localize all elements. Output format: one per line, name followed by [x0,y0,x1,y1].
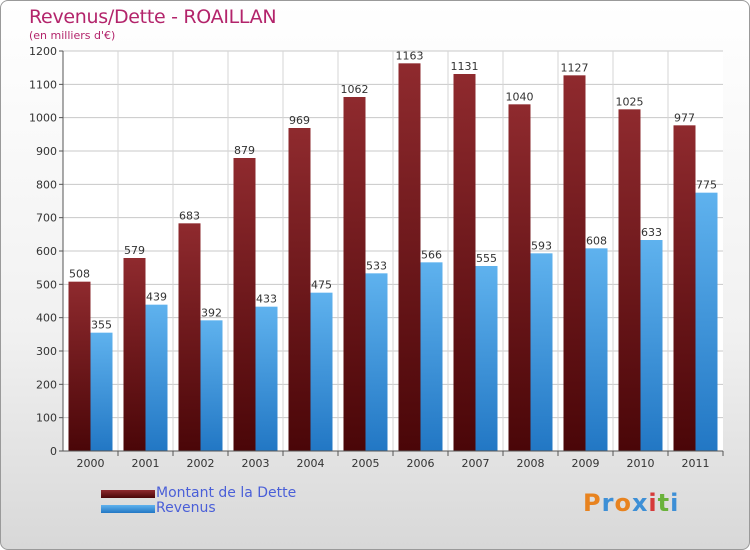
bar-dette [288,128,311,451]
bar-revenus [530,253,553,451]
value-label-dette: 969 [289,114,310,127]
legend-label-dette: Montant de la Dette [156,485,297,501]
bar-revenus [695,192,718,451]
chart-subtitle: (en milliers d'€) [29,29,116,42]
bar-dette [178,223,201,451]
logo-letter: i [670,489,680,517]
bar-dette [673,125,696,451]
bar-dette [618,109,641,451]
y-tick-label: 700 [36,212,57,225]
value-label-revenus: 433 [256,293,277,306]
value-label-dette: 1131 [451,60,479,73]
logo-letter: r [601,489,615,517]
value-label-revenus: 392 [201,306,222,319]
x-tick-label: 2011 [682,457,710,470]
y-tick-label: 0 [50,445,57,458]
bar-revenus [145,304,168,451]
legend-label-revenus: Revenus [156,500,216,516]
logo-letter: t [657,489,671,517]
x-tick-label: 2006 [407,457,435,470]
legend-swatch-dette [101,490,155,498]
bar-revenus [420,262,443,451]
value-label-dette: 1025 [616,95,644,108]
y-tick-label: 1000 [29,112,57,125]
bar-dette [453,74,476,451]
bar-revenus [255,306,278,451]
y-tick-label: 400 [36,312,57,325]
value-label-revenus: 593 [531,239,552,252]
bar-revenus [90,332,113,451]
value-label-dette: 977 [674,111,695,124]
x-tick-label: 2004 [297,457,325,470]
logo-letter: o [614,489,632,517]
bar-dette [398,63,421,451]
value-label-revenus: 439 [146,291,167,304]
y-tick-label: 800 [36,178,57,191]
y-tick-label: 600 [36,245,57,258]
bar-dette [68,281,91,451]
x-tick-label: 2009 [572,457,600,470]
value-label-dette: 879 [234,144,255,157]
bar-revenus [200,320,223,451]
value-label-dette: 683 [179,209,200,222]
x-tick-label: 2003 [242,457,270,470]
value-label-revenus: 355 [91,319,112,332]
x-tick-label: 2005 [352,457,380,470]
x-tick-label: 2008 [517,457,545,470]
value-label-revenus: 555 [476,252,497,265]
value-label-dette: 579 [124,244,145,257]
bar-dette [508,104,531,451]
value-label-dette: 1163 [396,49,424,62]
y-tick-label: 1100 [29,78,57,91]
value-label-revenus: 475 [311,279,332,292]
bar-revenus [365,273,388,451]
x-tick-label: 2001 [132,457,160,470]
value-label-dette: 1040 [506,90,534,103]
bar-dette [123,258,146,451]
bar-revenus [310,292,333,451]
y-tick-label: 1200 [29,45,57,58]
y-tick-label: 100 [36,412,57,425]
y-tick-label: 500 [36,278,57,291]
x-tick-label: 2002 [187,457,215,470]
legend-swatch-revenus [101,505,155,513]
value-label-revenus: 533 [366,259,387,272]
value-label-dette: 508 [69,268,90,281]
proxiti-logo: Proxiti [583,489,679,517]
value-label-revenus: 775 [696,179,717,192]
value-label-revenus: 633 [641,226,662,239]
bar-revenus [475,266,498,451]
chart-title: Revenus/Dette - ROAILLAN [29,6,277,28]
y-tick-label: 300 [36,345,57,358]
value-label-dette: 1062 [341,83,369,96]
bar-dette [233,158,256,451]
y-tick-label: 900 [36,145,57,158]
logo-letter: i [648,489,658,517]
x-tick-label: 2007 [462,457,490,470]
logo-letter: P [583,489,602,517]
bar-dette [343,97,366,451]
logo-letter: x [631,489,649,517]
x-tick-label: 2000 [77,457,105,470]
value-label-revenus: 566 [421,248,442,261]
bar-revenus [640,240,663,451]
value-label-revenus: 608 [586,234,607,247]
y-tick-label: 200 [36,378,57,391]
x-tick-label: 2010 [627,457,655,470]
bar-dette [563,75,586,451]
bar-revenus [585,248,608,451]
value-label-dette: 1127 [561,61,589,74]
